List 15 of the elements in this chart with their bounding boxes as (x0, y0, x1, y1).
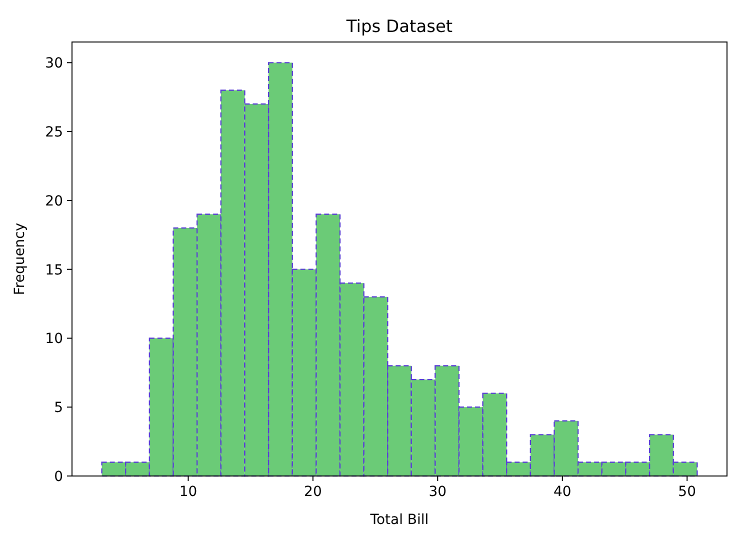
x-tick-label: 30 (428, 484, 447, 500)
y-axis-title: Frequency (12, 222, 28, 296)
y-tick-label: 25 (45, 124, 63, 141)
x-tick-label: 20 (304, 484, 322, 500)
chart-title: Tips Dataset (345, 17, 453, 37)
y-tick-label: 0 (54, 469, 63, 485)
y-tick-label: 5 (54, 400, 63, 416)
x-axis-title: Total Bill (369, 512, 429, 528)
y-tick-label: 20 (45, 193, 63, 210)
x-tick-label: 40 (553, 484, 572, 500)
y-tick-label: 30 (45, 56, 63, 72)
y-tick-label: 15 (45, 262, 63, 278)
x-tick-label: 50 (678, 484, 696, 500)
y-tick-label: 10 (45, 331, 63, 348)
x-tick-label: 10 (179, 484, 198, 500)
